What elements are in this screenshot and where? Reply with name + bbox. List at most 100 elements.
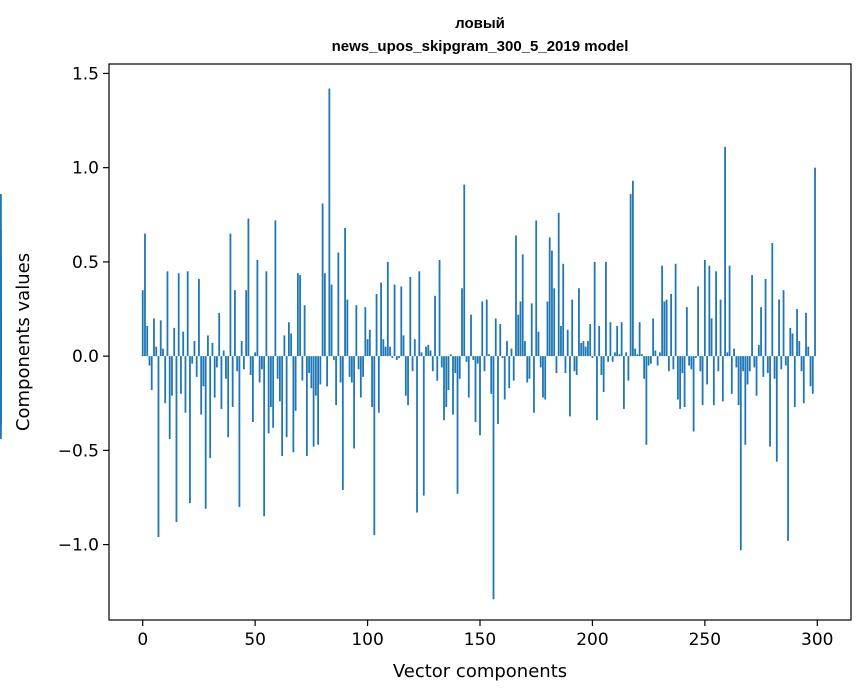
bar xyxy=(670,293,673,357)
bar xyxy=(470,314,472,357)
bar xyxy=(141,290,144,357)
bar xyxy=(357,356,360,370)
bar xyxy=(490,356,493,394)
bar xyxy=(647,356,650,366)
bar xyxy=(461,288,463,357)
bar xyxy=(769,356,771,447)
bar xyxy=(434,295,436,357)
bar xyxy=(191,356,194,364)
y-tick-label: −1.0 xyxy=(58,536,99,556)
bar xyxy=(204,356,207,509)
bar xyxy=(701,356,704,406)
bar xyxy=(602,356,605,392)
bar xyxy=(526,356,529,383)
bar xyxy=(800,356,803,372)
bar xyxy=(180,356,182,394)
bar xyxy=(267,356,270,434)
bar xyxy=(177,273,180,357)
bar xyxy=(575,356,578,375)
x-tick-label: 250 xyxy=(689,630,721,650)
chart-subtitle: news_upos_skipgram_300_5_2019 model xyxy=(332,38,629,55)
bar xyxy=(249,356,252,375)
bar xyxy=(283,335,286,357)
y-axis-ticks: −1.0 −0.5 0.0 0.5 1.0 1.5 xyxy=(58,64,109,556)
bar xyxy=(706,356,708,385)
bar xyxy=(548,237,551,357)
bar xyxy=(535,220,538,357)
bar xyxy=(463,184,466,357)
bar xyxy=(317,356,320,445)
bar xyxy=(175,356,178,522)
bar xyxy=(240,341,243,357)
bar xyxy=(508,356,511,389)
bar xyxy=(402,335,405,357)
bar xyxy=(458,356,461,379)
bar xyxy=(697,286,699,357)
bar xyxy=(708,265,711,357)
bar xyxy=(566,329,569,357)
bar xyxy=(222,350,225,357)
bar xyxy=(681,356,684,374)
bar xyxy=(445,356,448,408)
bar xyxy=(323,273,326,357)
bar xyxy=(344,227,346,357)
bar xyxy=(292,356,295,453)
bar xyxy=(814,167,816,357)
bar xyxy=(373,356,376,536)
bar xyxy=(760,307,762,357)
bar xyxy=(787,356,789,541)
bar xyxy=(643,356,646,379)
bar xyxy=(371,356,373,408)
bar xyxy=(261,356,263,370)
bar xyxy=(778,299,780,357)
bar xyxy=(418,271,421,357)
bar xyxy=(649,356,652,364)
x-tick-label: 200 xyxy=(576,630,608,650)
bar xyxy=(213,356,216,398)
bar xyxy=(546,301,549,357)
bar xyxy=(542,356,544,398)
bar xyxy=(640,354,643,357)
bar xyxy=(184,356,187,413)
bar xyxy=(557,212,560,357)
bar xyxy=(393,284,396,357)
bar xyxy=(524,341,526,357)
y-tick-label: 1.0 xyxy=(72,159,99,179)
bar xyxy=(299,275,302,357)
bar xyxy=(362,356,364,377)
x-tick-label: 150 xyxy=(464,630,496,650)
bar xyxy=(607,356,610,362)
bar xyxy=(744,356,747,445)
bar xyxy=(472,356,475,360)
bar xyxy=(303,305,306,357)
bar xyxy=(171,356,173,396)
bar xyxy=(562,263,565,357)
bar xyxy=(353,356,355,449)
bar xyxy=(207,335,209,357)
bar xyxy=(227,356,230,438)
bar xyxy=(674,263,677,357)
bar xyxy=(159,320,162,357)
bar xyxy=(632,180,634,357)
bar xyxy=(189,356,191,504)
bar xyxy=(627,356,630,381)
bar xyxy=(186,271,189,357)
bar xyxy=(539,356,542,368)
bar xyxy=(272,356,275,428)
bar xyxy=(805,312,807,357)
x-axis-ticks: 0 50 100 150 200 250 300 xyxy=(137,620,833,650)
bar xyxy=(733,348,735,357)
bars-group xyxy=(0,88,816,600)
bar xyxy=(656,356,659,366)
bar xyxy=(355,305,358,357)
bar xyxy=(739,356,742,551)
bar xyxy=(665,299,668,357)
bar xyxy=(452,356,454,415)
bar xyxy=(234,290,236,357)
bar xyxy=(710,318,713,357)
bar xyxy=(269,356,272,408)
bar xyxy=(564,356,567,374)
bar xyxy=(229,233,232,357)
bar xyxy=(517,314,520,357)
bar xyxy=(499,324,502,357)
